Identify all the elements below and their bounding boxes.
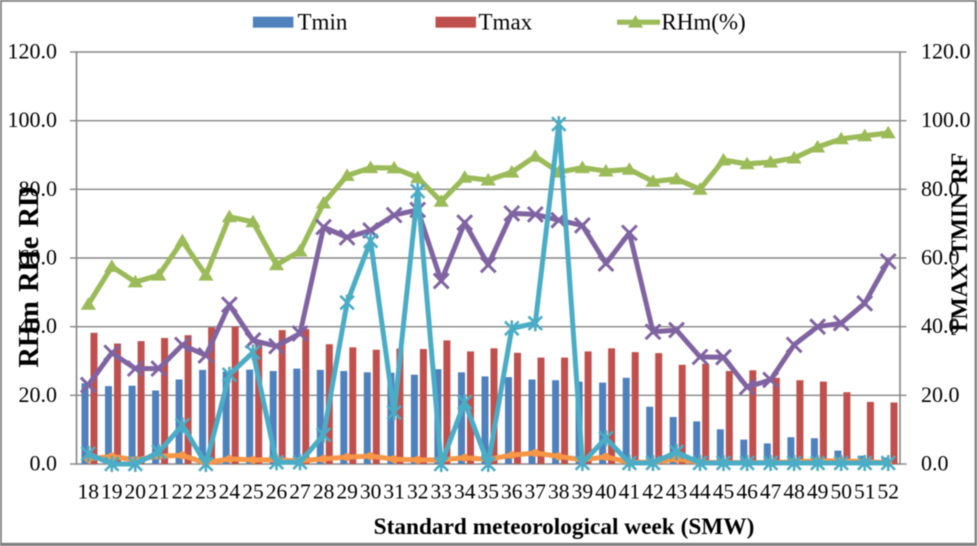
svg-text:48: 48 — [783, 480, 805, 504]
svg-text:45: 45 — [713, 480, 735, 504]
svg-text:19: 19 — [101, 480, 123, 504]
svg-text:29: 29 — [336, 480, 358, 504]
svg-text:120.0: 120.0 — [8, 39, 58, 64]
svg-text:Standard meteorological week (: Standard meteorological week (SMW) — [374, 514, 755, 540]
svg-text:35: 35 — [477, 480, 499, 504]
svg-text:22: 22 — [172, 480, 194, 504]
svg-text:RHm RHe RD: RHm RHe RD — [14, 186, 45, 367]
svg-text:18: 18 — [78, 480, 100, 504]
svg-text:Tmin: Tmin — [298, 10, 348, 35]
svg-text:0.0: 0.0 — [921, 451, 949, 476]
svg-text:40.0: 40.0 — [19, 313, 58, 338]
svg-text:39: 39 — [572, 480, 594, 504]
svg-text:34: 34 — [454, 480, 476, 504]
svg-text:20: 20 — [125, 480, 147, 504]
svg-text:36: 36 — [501, 480, 523, 504]
svg-text:60.0: 60.0 — [921, 245, 960, 270]
svg-text:30: 30 — [360, 480, 382, 504]
svg-text:38: 38 — [548, 480, 570, 504]
svg-text:42: 42 — [642, 480, 664, 504]
svg-text:RHm(%): RHm(%) — [661, 10, 745, 35]
svg-text:100.0: 100.0 — [921, 107, 971, 132]
svg-text:100.0: 100.0 — [8, 107, 58, 132]
svg-text:23: 23 — [195, 480, 217, 504]
svg-text:TMAX TMIN RF: TMAX TMIN RF — [947, 153, 973, 335]
svg-text:Tmax: Tmax — [479, 10, 533, 35]
svg-text:52: 52 — [877, 480, 899, 504]
svg-text:44: 44 — [689, 480, 711, 504]
svg-text:20.0: 20.0 — [921, 382, 960, 407]
svg-text:0.0: 0.0 — [30, 451, 58, 476]
svg-text:24: 24 — [219, 480, 241, 504]
svg-text:46: 46 — [736, 480, 758, 504]
svg-text:50: 50 — [830, 480, 852, 504]
svg-text:33: 33 — [430, 480, 452, 504]
svg-text:49: 49 — [807, 480, 829, 504]
svg-text:41: 41 — [619, 480, 641, 504]
svg-text:43: 43 — [666, 480, 688, 504]
svg-text:60.0: 60.0 — [19, 245, 58, 270]
svg-text:21: 21 — [148, 480, 170, 504]
svg-text:80.0: 80.0 — [19, 176, 58, 201]
svg-text:25: 25 — [242, 480, 264, 504]
svg-text:37: 37 — [525, 480, 547, 504]
svg-text:32: 32 — [407, 480, 429, 504]
svg-text:47: 47 — [760, 480, 782, 504]
svg-text:80.0: 80.0 — [921, 176, 960, 201]
svg-text:27: 27 — [289, 480, 311, 504]
svg-text:51: 51 — [854, 480, 876, 504]
svg-text:28: 28 — [313, 480, 335, 504]
svg-text:40.0: 40.0 — [921, 313, 960, 338]
svg-text:120.0: 120.0 — [921, 39, 971, 64]
svg-text:40: 40 — [595, 480, 617, 504]
svg-text:26: 26 — [266, 480, 288, 504]
svg-text:20.0: 20.0 — [19, 382, 58, 407]
svg-text:31: 31 — [383, 480, 405, 504]
